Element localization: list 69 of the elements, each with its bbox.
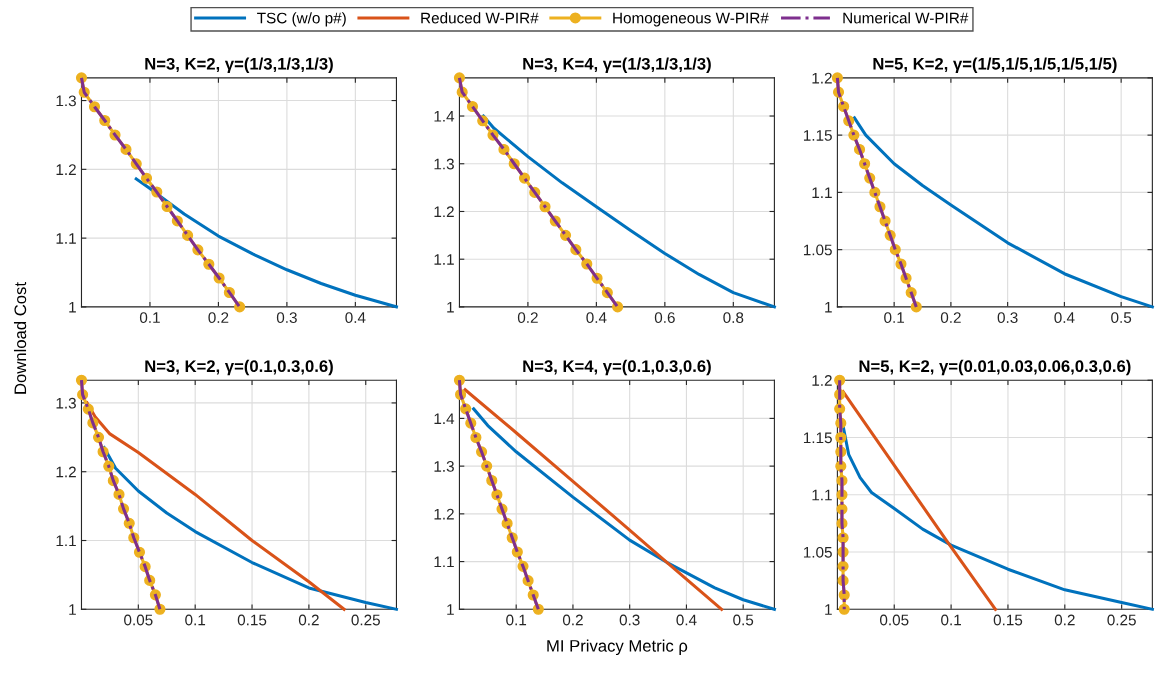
y-tick-label: 1.1 (56, 233, 76, 244)
x-tick-label: 0.1 (506, 614, 527, 626)
x-tick-label: 0.3 (619, 614, 640, 626)
y-tick-label: 1.1 (812, 187, 832, 198)
chart-title: N=5, K=2, γ=(1/5,1/5,1/5,1/5,1/5) (873, 57, 1117, 73)
y-tick-label: 1.3 (56, 95, 76, 107)
x-tick-label: 0.2 (208, 312, 229, 324)
y-tick-label: 1.3 (56, 397, 76, 409)
x-tick-label: 0.1 (185, 614, 206, 626)
legend-label: Numerical W-PIR# (843, 12, 969, 24)
x-tick-label: 0.1 (941, 614, 961, 626)
legend-label: Homogeneous W-PIR# (613, 12, 769, 27)
y-tick-label: 1 (447, 604, 454, 615)
x-tick-label: 0.6 (654, 312, 675, 324)
y-tick-label: 1.3 (434, 461, 454, 472)
y-tick-label: 1.2 (812, 72, 832, 84)
y-tick-label: 1.2 (434, 508, 454, 520)
x-tick-label: 0.3 (997, 312, 1018, 324)
x-tick-label: 0.25 (1107, 614, 1136, 626)
x-tick-label: 0.15 (237, 614, 267, 626)
y-tick-label: 1 (447, 301, 454, 313)
x-tick-label: 0.4 (345, 312, 366, 324)
x-tick-label: 0.5 (1111, 312, 1132, 324)
x-tick-label: 0.4 (586, 312, 607, 324)
y-tick-label: 1.1 (56, 535, 76, 547)
chart-title: N=3, K=2, γ=(0.1,0.3,0.6) (145, 359, 333, 376)
x-tick-label: 0.4 (676, 614, 697, 626)
legend-label: Reduced W-PIR# (421, 12, 539, 24)
x-tick-label: 0.05 (124, 614, 153, 626)
y-tick-label: 1 (825, 301, 832, 313)
y-tick-label: 1.05 (803, 546, 832, 558)
y-tick-label: 1.3 (434, 158, 454, 170)
x-tick-label: 0.2 (298, 614, 319, 626)
y-tick-label: 1.1 (434, 556, 454, 568)
x-tick-label: 0.2 (517, 312, 538, 324)
chart-title: N=5, K=2, γ=(0.01,0.03,0.06,0.3,0.6) (859, 359, 1131, 376)
y-tick-label: 1 (69, 604, 76, 615)
chart-title: N=3, K=4, γ=(0.1,0.3,0.6) (523, 359, 711, 376)
y-tick-label: 1.2 (812, 375, 832, 386)
line-series (134, 177, 398, 309)
y-tick-label: 1 (825, 604, 832, 615)
x-tick-label: 0.1 (884, 312, 905, 324)
y-tick-label: 1 (69, 301, 76, 313)
y-tick-label: 1.05 (803, 244, 832, 256)
x-tick-label: 0.1 (139, 312, 160, 324)
y-tick-label: 1.2 (56, 164, 76, 175)
y-tick-label: 1.4 (434, 413, 455, 424)
legend-label: TSC (w/o p#) (257, 12, 346, 27)
x-tick-label: 0.2 (940, 312, 961, 324)
x-tick-label: 0.2 (1054, 614, 1075, 626)
x-tick-label: 0.4 (1054, 312, 1075, 324)
y-tick-label: 1.4 (434, 111, 455, 122)
x-tick-label: 0.05 (879, 614, 909, 626)
x-tick-label: 0.2 (562, 614, 583, 626)
y-tick-label: 1.1 (812, 489, 832, 501)
y-tick-label: 1.2 (56, 466, 76, 478)
x-tick-label: 0.25 (351, 614, 380, 626)
y-axis-title: Download Cost (13, 282, 27, 394)
chart-title: N=3, K=4, γ=(1/3,1/3,1/3) (523, 57, 711, 73)
y-tick-label: 1.2 (434, 206, 454, 218)
chart-title: N=3, K=2, γ=(1/3,1/3,1/3) (145, 57, 333, 73)
x-tick-label: 0.5 (733, 614, 754, 626)
x-axis-title: MI Privacy Metric ρ (547, 639, 688, 656)
y-tick-label: 1.15 (803, 130, 832, 141)
y-tick-label: 1.15 (803, 432, 832, 444)
x-tick-label: 0.15 (993, 614, 1023, 626)
x-tick-label: 0.3 (276, 312, 297, 324)
y-tick-label: 1.1 (434, 254, 454, 265)
x-tick-label: 0.8 (723, 312, 744, 324)
